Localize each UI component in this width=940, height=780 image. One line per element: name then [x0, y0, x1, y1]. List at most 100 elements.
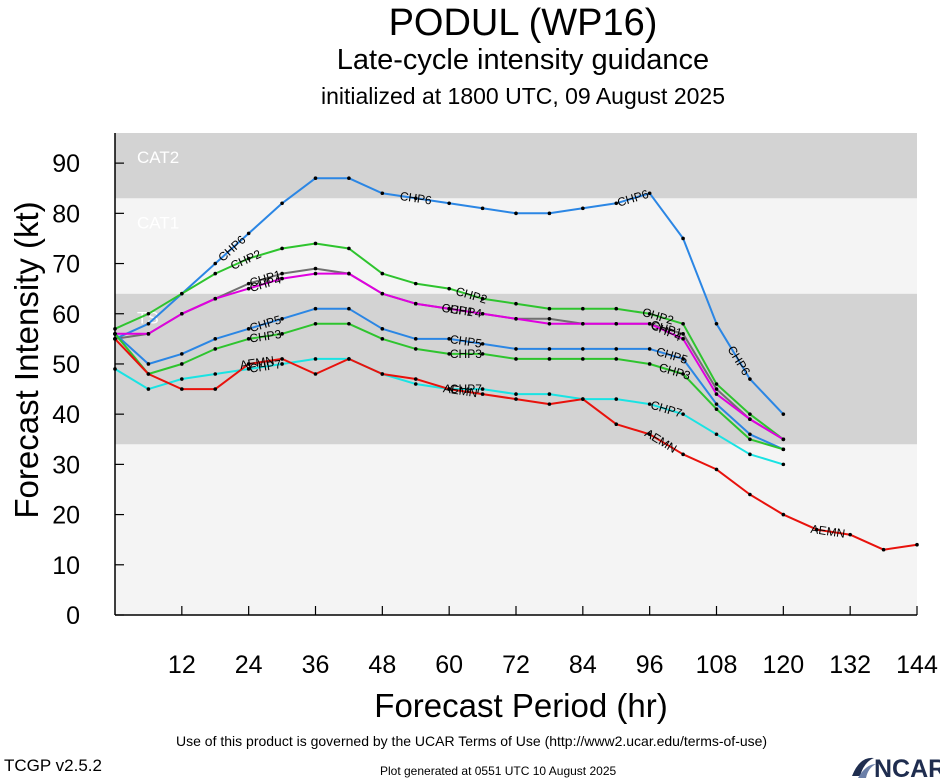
data-point-chp7 — [480, 387, 485, 391]
data-point-chp3 — [714, 407, 719, 411]
data-point-chp4 — [280, 276, 284, 281]
data-point-chp5 — [614, 347, 619, 351]
data-point-chp3 — [514, 357, 518, 361]
data-point-chp7 — [781, 462, 786, 467]
data-point-aemn — [347, 357, 351, 361]
data-point-chp6 — [748, 377, 752, 381]
data-point-chp4 — [514, 316, 518, 321]
y-tick-label: 10 — [52, 552, 80, 580]
data-point-chp6 — [213, 261, 218, 266]
data-point-chp2 — [681, 321, 685, 326]
x-tick-label: 12 — [168, 651, 196, 679]
data-point-chp6 — [347, 176, 351, 180]
data-point-chp5 — [246, 327, 251, 331]
band-label-cat2: CAT2 — [137, 148, 179, 167]
data-point-chp2 — [180, 291, 184, 296]
data-point-aemn — [848, 532, 852, 537]
x-tick-label: 96 — [636, 651, 664, 679]
data-point-aemn — [814, 527, 819, 532]
band-td — [115, 444, 917, 615]
series-label-chp4: CHP4 — [449, 302, 483, 321]
data-point-chp4 — [380, 291, 385, 296]
data-point-chp4 — [180, 311, 184, 316]
data-point-chp6 — [313, 176, 318, 180]
data-point-chp4 — [714, 392, 719, 396]
data-point-chp3 — [347, 321, 351, 326]
data-point-chp5 — [748, 432, 752, 437]
data-point-chp4 — [246, 286, 251, 291]
series-label-chp3: CHP3 — [450, 347, 482, 361]
data-point-chp6 — [781, 412, 786, 416]
data-point-aemn — [313, 372, 318, 376]
data-point-chp2 — [313, 241, 318, 246]
data-point-aemn — [681, 452, 685, 457]
data-point-chp6 — [714, 321, 719, 326]
data-point-aemn — [781, 512, 786, 517]
x-tick-label: 48 — [368, 651, 396, 679]
data-point-chp2 — [146, 311, 151, 316]
data-point-chp7 — [748, 452, 752, 457]
data-point-chp3 — [614, 357, 619, 361]
data-point-aemn — [514, 397, 518, 401]
data-point-chp3 — [246, 337, 251, 341]
data-point-chp3 — [681, 372, 685, 376]
y-tick-label: 0 — [66, 602, 80, 630]
data-point-chp3 — [280, 332, 284, 336]
data-point-chp7 — [213, 372, 218, 376]
x-tick-label: 72 — [502, 651, 530, 679]
data-point-chp5 — [347, 306, 351, 311]
data-point-chp4 — [681, 337, 685, 341]
y-tick-label: 70 — [52, 251, 80, 279]
data-point-chp1 — [547, 316, 552, 321]
chart-title: PODUL (WP16) — [388, 2, 658, 44]
data-point-aemn — [480, 392, 485, 396]
data-point-chp4 — [447, 306, 451, 311]
y-tick-label: 20 — [52, 502, 80, 530]
data-point-chp6 — [547, 211, 552, 216]
band-label-ts: TS — [137, 309, 159, 328]
series-label-chp3: CHP3 — [249, 327, 283, 346]
data-point-chp6 — [514, 211, 518, 216]
y-axis-title: Forecast Intensity (kt) — [8, 201, 45, 518]
version-label: TCGP v2.5.2 — [4, 756, 102, 775]
series-label-aemn: AEMN — [810, 522, 846, 541]
data-point-chp5 — [213, 337, 218, 341]
band-cat2 — [115, 133, 917, 199]
data-point-aemn — [380, 372, 385, 376]
data-point-chp3 — [547, 357, 552, 361]
plot-generated-note: Plot generated at 0551 UTC 10 August 202… — [380, 764, 617, 778]
data-point-aemn — [413, 377, 418, 381]
series-label-chp5: CHP5 — [449, 332, 483, 351]
data-point-chp2 — [647, 311, 652, 316]
data-point-chp7 — [280, 362, 284, 366]
x-tick-label: 84 — [569, 651, 597, 679]
x-tick-label: 36 — [302, 651, 330, 679]
data-point-chp7 — [246, 367, 251, 371]
data-point-chp5 — [581, 347, 585, 351]
data-point-aemn — [581, 397, 585, 401]
data-point-chp2 — [714, 382, 719, 386]
x-tick-label: 144 — [896, 651, 938, 679]
axes: 12 24 36 48 60 72 84 96 108 120 132 144 0 10 20 30 40 50 6… — [52, 133, 938, 679]
series-lines — [113, 176, 919, 552]
data-point-aemn — [180, 387, 184, 391]
data-point-chp3 — [480, 352, 485, 356]
x-tick-label: 60 — [435, 651, 463, 679]
data-point-chp3 — [781, 447, 786, 452]
data-point-chp4 — [748, 417, 752, 421]
data-point-chp6 — [280, 201, 284, 206]
data-point-chp3 — [748, 437, 752, 442]
data-point-chp7 — [146, 387, 151, 391]
data-point-chp6 — [246, 231, 251, 236]
data-point-chp2 — [748, 412, 752, 416]
data-point-chp4 — [313, 271, 318, 276]
data-point-chp6 — [681, 236, 685, 241]
data-point-aemn — [246, 362, 251, 366]
data-point-chp7 — [514, 392, 518, 396]
data-point-aemn — [614, 422, 619, 427]
data-point-chp4 — [146, 332, 151, 336]
data-point-chp5 — [714, 402, 719, 406]
data-point-chp7 — [547, 392, 552, 396]
data-point-chp7 — [413, 382, 418, 386]
ncar-logo-text: NCAR — [874, 755, 940, 780]
